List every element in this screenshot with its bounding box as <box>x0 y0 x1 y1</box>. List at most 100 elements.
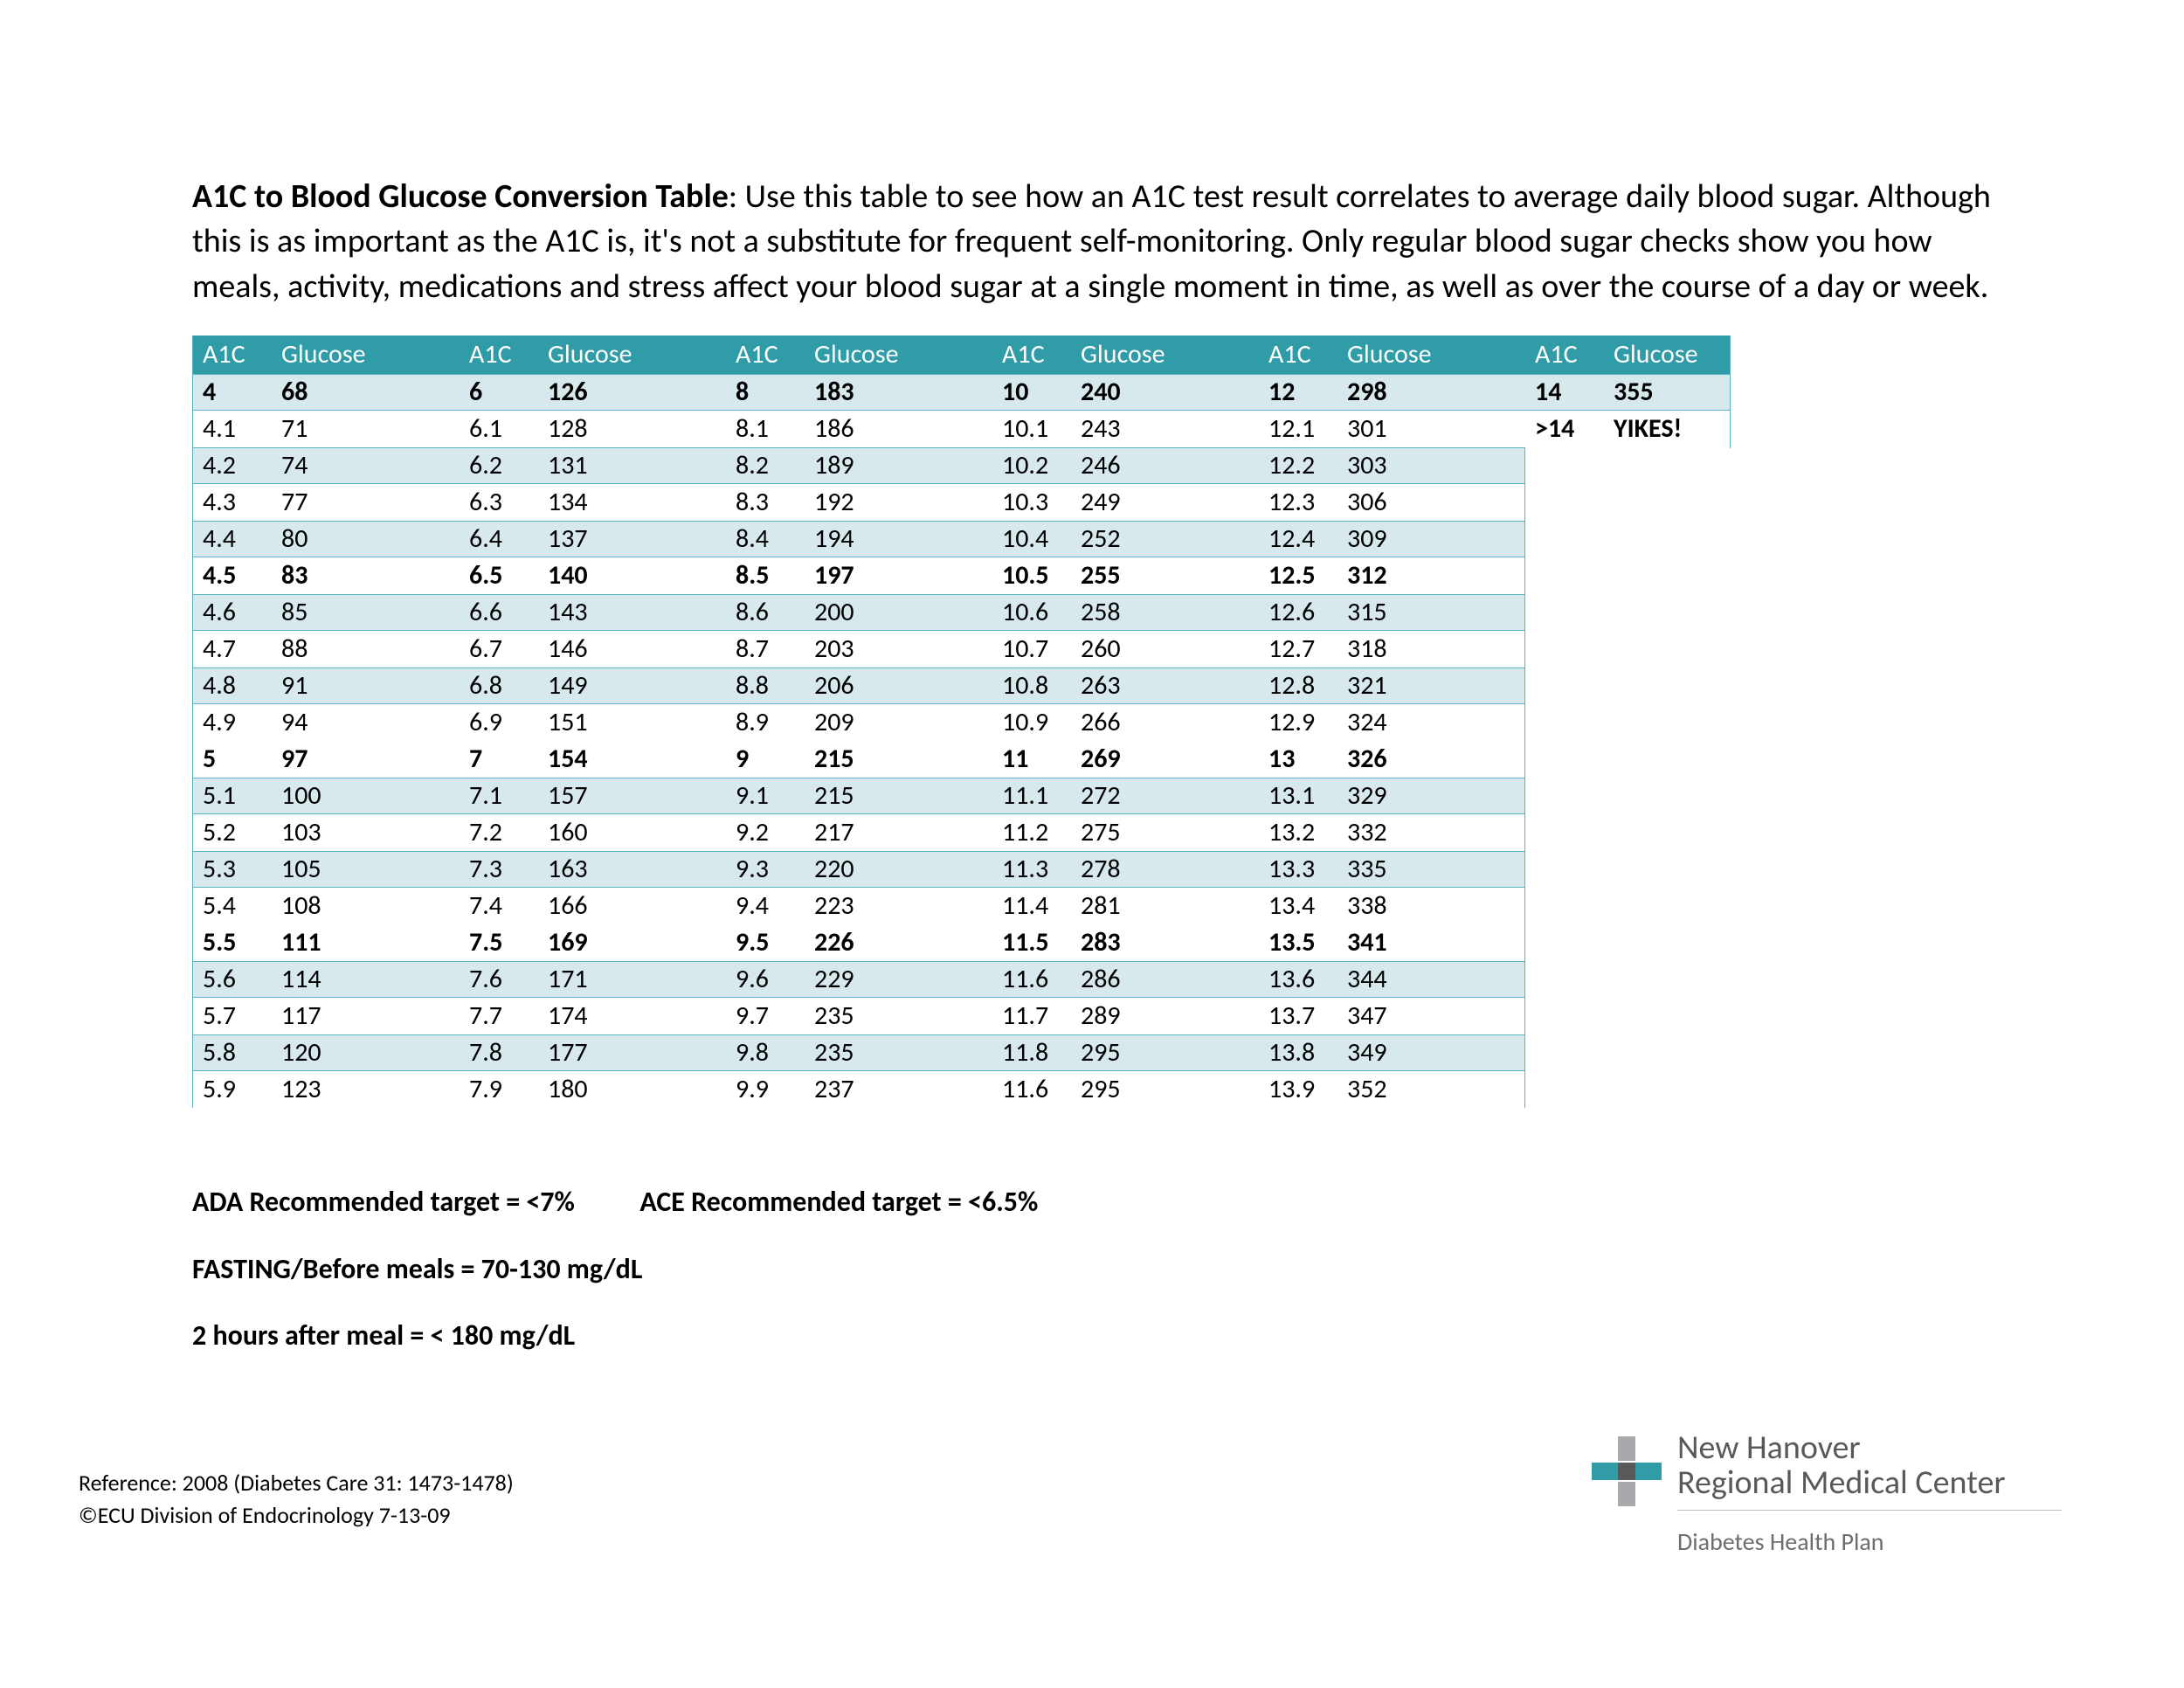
cell-a1c: 5.8 <box>192 1036 271 1069</box>
cell-a1c: 9.1 <box>725 779 804 812</box>
table-row: 5.9123 <box>192 1071 459 1108</box>
table-row: 12298 <box>1258 374 1524 411</box>
cell-glucose: 174 <box>537 1000 725 1032</box>
table-row: 11.6295 <box>992 1071 1258 1108</box>
cell-a1c: 5.9 <box>192 1073 271 1105</box>
cell-glucose: 324 <box>1337 706 1524 738</box>
cell-glucose: YIKES! <box>1603 412 1730 445</box>
table-row: 7.2160 <box>459 814 725 851</box>
table-row: 12.8321 <box>1258 668 1524 704</box>
table-right-border-short <box>1524 447 1525 1108</box>
cell-glucose: 88 <box>271 633 459 665</box>
cell-glucose: 177 <box>537 1036 725 1069</box>
header-glucose: Glucose <box>537 338 725 370</box>
table-row: 8.9209 <box>725 704 992 741</box>
table-row: 10.7260 <box>992 631 1258 668</box>
table-row: 11.4281 <box>992 888 1258 924</box>
table-row: 6.6143 <box>459 594 725 631</box>
table-row: 13.8349 <box>1258 1034 1524 1071</box>
cell-glucose: 295 <box>1070 1036 1258 1069</box>
cell-a1c: 11 <box>992 743 1070 775</box>
cell-a1c: 4.6 <box>192 596 271 628</box>
table-row: 11.2275 <box>992 814 1258 851</box>
cell-a1c: 11.8 <box>992 1036 1070 1069</box>
cell-glucose: 298 <box>1337 376 1524 408</box>
header-a1c: A1C <box>1258 338 1337 370</box>
table-row: 8.8206 <box>725 668 992 704</box>
cell-a1c: 9.9 <box>725 1073 804 1105</box>
page: A1C to Blood Glucose Conversion Table: U… <box>0 0 2184 1688</box>
table-row: 11.1272 <box>992 778 1258 814</box>
postprandial-target: 2 hours after meal = < 180 mg/dL <box>192 1303 1992 1370</box>
table-row: 8.4194 <box>725 521 992 557</box>
cell-glucose: 229 <box>804 963 992 995</box>
cell-a1c: 10.3 <box>992 486 1070 518</box>
cell-glucose: 263 <box>1070 669 1258 702</box>
header-a1c: A1C <box>1524 338 1603 370</box>
table-row: 6.4137 <box>459 521 725 557</box>
cell-glucose: 143 <box>537 596 725 628</box>
cell-a1c: 8.1 <box>725 412 804 445</box>
cell-glucose: 157 <box>537 779 725 812</box>
cell-a1c: 6.4 <box>459 522 537 555</box>
table-row: 10.4252 <box>992 521 1258 557</box>
header-glucose: Glucose <box>804 338 992 370</box>
cell-a1c: 10.1 <box>992 412 1070 445</box>
table-header-row: A1CGlucose <box>1258 336 1524 374</box>
table-row: 4.377 <box>192 484 459 521</box>
table-column: A1CGlucose14355>14YIKES! <box>1524 336 1730 1108</box>
table-row: 9.1215 <box>725 778 992 814</box>
cell-a1c: 4.5 <box>192 559 271 591</box>
table-row: 10.5255 <box>992 557 1258 594</box>
cell-glucose: 283 <box>1070 926 1258 958</box>
table-row: 6126 <box>459 374 725 411</box>
table-row: 6.5140 <box>459 557 725 594</box>
notes-block: ADA Recommended target = <7% ACE Recomme… <box>192 1169 1992 1370</box>
table-row: 8.3192 <box>725 484 992 521</box>
cell-glucose: 240 <box>1070 376 1258 408</box>
cell-glucose: 344 <box>1337 963 1524 995</box>
table-row: 5.4108 <box>192 888 459 924</box>
cell-glucose: 235 <box>804 1036 992 1069</box>
cell-glucose: 349 <box>1337 1036 1524 1069</box>
cell-glucose: 123 <box>271 1073 459 1105</box>
cell-glucose: 189 <box>804 449 992 481</box>
table-row: >14YIKES! <box>1524 411 1730 447</box>
cell-glucose: 315 <box>1337 596 1524 628</box>
cell-a1c: 9.6 <box>725 963 804 995</box>
cell-glucose: 105 <box>271 853 459 885</box>
cell-a1c: 6.5 <box>459 559 537 591</box>
cell-glucose: 197 <box>804 559 992 591</box>
table-column: A1CGlucose1024010.124310.224610.324910.4… <box>992 336 1258 1108</box>
cell-glucose: 120 <box>271 1036 459 1069</box>
cell-a1c: 4.4 <box>192 522 271 555</box>
table-row: 6.8149 <box>459 668 725 704</box>
cell-a1c: 5.3 <box>192 853 271 885</box>
cell-glucose: 281 <box>1070 889 1258 922</box>
cell-glucose: 103 <box>271 816 459 848</box>
cell-a1c: 11.2 <box>992 816 1070 848</box>
cell-a1c: 7.9 <box>459 1073 537 1105</box>
table-row: 9215 <box>725 741 992 778</box>
header-a1c: A1C <box>459 338 537 370</box>
ada-target: ADA Recommended target = <7% <box>192 1185 575 1219</box>
header-glucose: Glucose <box>1337 338 1524 370</box>
cell-a1c: 7.4 <box>459 889 537 922</box>
cell-a1c: 14 <box>1524 376 1603 408</box>
cell-glucose: 243 <box>1070 412 1258 445</box>
table-row: 9.2217 <box>725 814 992 851</box>
table-row: 9.7235 <box>725 998 992 1034</box>
cell-a1c: 8.9 <box>725 706 804 738</box>
cell-a1c: 12.3 <box>1258 486 1337 518</box>
table-row: 5.8120 <box>192 1034 459 1071</box>
cell-glucose: 295 <box>1070 1073 1258 1105</box>
table-row: 10240 <box>992 374 1258 411</box>
cell-glucose: 163 <box>537 853 725 885</box>
cell-glucose: 347 <box>1337 1000 1524 1032</box>
table-row: 4.994 <box>192 704 459 741</box>
cell-glucose: 117 <box>271 1000 459 1032</box>
cell-a1c: 4.9 <box>192 706 271 738</box>
cell-glucose: 183 <box>804 376 992 408</box>
cell-a1c: 13 <box>1258 743 1337 775</box>
table-row: 14355 <box>1524 374 1730 411</box>
